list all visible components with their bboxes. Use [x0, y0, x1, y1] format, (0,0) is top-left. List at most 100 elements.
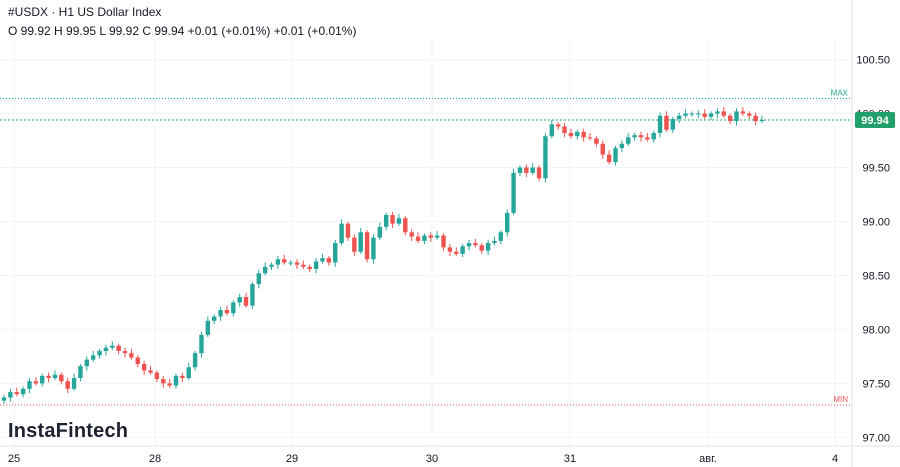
x-tick-label: авг. — [699, 453, 717, 465]
candle-body — [524, 167, 529, 173]
candle — [721, 107, 726, 118]
candle-body — [90, 355, 96, 360]
candle — [167, 379, 172, 388]
candle-body — [727, 115, 733, 122]
y-tick-label: 100.50 — [856, 55, 890, 67]
candle-body — [415, 236, 421, 241]
candle — [396, 213, 402, 226]
candle-body — [511, 172, 516, 213]
candle-body — [250, 284, 255, 306]
candle-body — [454, 251, 459, 254]
candle-body — [657, 115, 663, 133]
candle-body — [320, 258, 325, 262]
candle — [294, 259, 300, 269]
candle — [326, 256, 332, 266]
candle-body — [428, 235, 433, 238]
candle — [71, 373, 77, 391]
candle — [492, 236, 497, 246]
candle — [587, 132, 593, 141]
candle-body — [396, 218, 402, 224]
candle — [27, 378, 32, 394]
candle-body — [479, 245, 484, 251]
candle-body — [447, 247, 453, 252]
candle-body — [358, 232, 363, 252]
price-tag-group: 99.94 — [855, 112, 895, 129]
candle — [103, 344, 109, 356]
candle-body — [256, 273, 261, 285]
candle — [364, 230, 370, 263]
last-price-tag-label: 99.94 — [861, 115, 889, 127]
candle-body — [192, 353, 198, 368]
x-tick-label: 29 — [286, 453, 298, 465]
candle-body — [52, 374, 58, 378]
candle-body — [747, 113, 752, 116]
candle-body — [664, 115, 669, 130]
candle-body — [339, 223, 344, 244]
candle — [740, 107, 746, 116]
candle-body — [110, 345, 115, 348]
candle-body — [651, 132, 656, 140]
candle-body — [313, 261, 319, 269]
candle — [555, 122, 561, 130]
candle-body — [180, 375, 185, 378]
candle-body — [8, 392, 13, 398]
candle — [441, 233, 446, 251]
candle — [212, 314, 217, 325]
candle-body — [167, 383, 172, 386]
candle — [759, 115, 765, 124]
candle-body — [734, 111, 739, 122]
candle-body — [530, 167, 535, 173]
candle — [186, 362, 191, 381]
candle — [148, 366, 153, 375]
ohlc-readout: O 99.92 H 99.95 L 99.92 C 99.94 +0.01 (+… — [8, 24, 357, 38]
candle — [339, 219, 344, 246]
candle — [524, 164, 529, 178]
candle — [154, 370, 160, 383]
candle — [715, 108, 720, 118]
candle-body — [466, 243, 472, 247]
candle-body — [231, 302, 236, 314]
level-lines: MAX MIN — [0, 88, 852, 406]
x-tick-label: 31 — [564, 453, 576, 465]
candle — [409, 229, 414, 241]
candle-body — [645, 137, 650, 140]
candle-body — [473, 243, 478, 246]
candle-body — [364, 232, 370, 260]
candle-body — [422, 235, 427, 241]
candle — [638, 131, 644, 142]
candle — [575, 129, 580, 140]
candle-body — [460, 246, 465, 254]
candle — [454, 247, 459, 257]
candle — [129, 348, 134, 360]
candles — [1, 107, 765, 404]
candle — [275, 256, 281, 269]
last-price-tag — [855, 112, 895, 129]
candle — [313, 258, 319, 274]
level-label-min: MIN — [833, 395, 848, 404]
candle-body — [676, 115, 682, 119]
candle-body — [619, 143, 625, 149]
candle — [568, 128, 574, 139]
candle-body — [65, 381, 70, 389]
candle-body — [485, 243, 491, 251]
candle — [345, 221, 351, 241]
y-tick-label: 99.50 — [862, 163, 890, 175]
candle — [231, 300, 236, 317]
candle — [696, 110, 701, 118]
candle — [473, 238, 478, 248]
candle — [59, 372, 64, 385]
candle-body — [568, 132, 574, 137]
candle-body — [27, 381, 32, 389]
candle — [122, 347, 128, 358]
candle-body — [613, 148, 618, 163]
candle — [224, 305, 230, 316]
candle — [358, 227, 363, 254]
candle — [40, 373, 45, 387]
y-tick-label: 97.00 — [862, 432, 890, 444]
candle — [536, 165, 542, 182]
candle — [46, 372, 51, 383]
candle — [683, 109, 688, 118]
candle-body — [333, 243, 338, 263]
candle-body — [670, 118, 676, 130]
